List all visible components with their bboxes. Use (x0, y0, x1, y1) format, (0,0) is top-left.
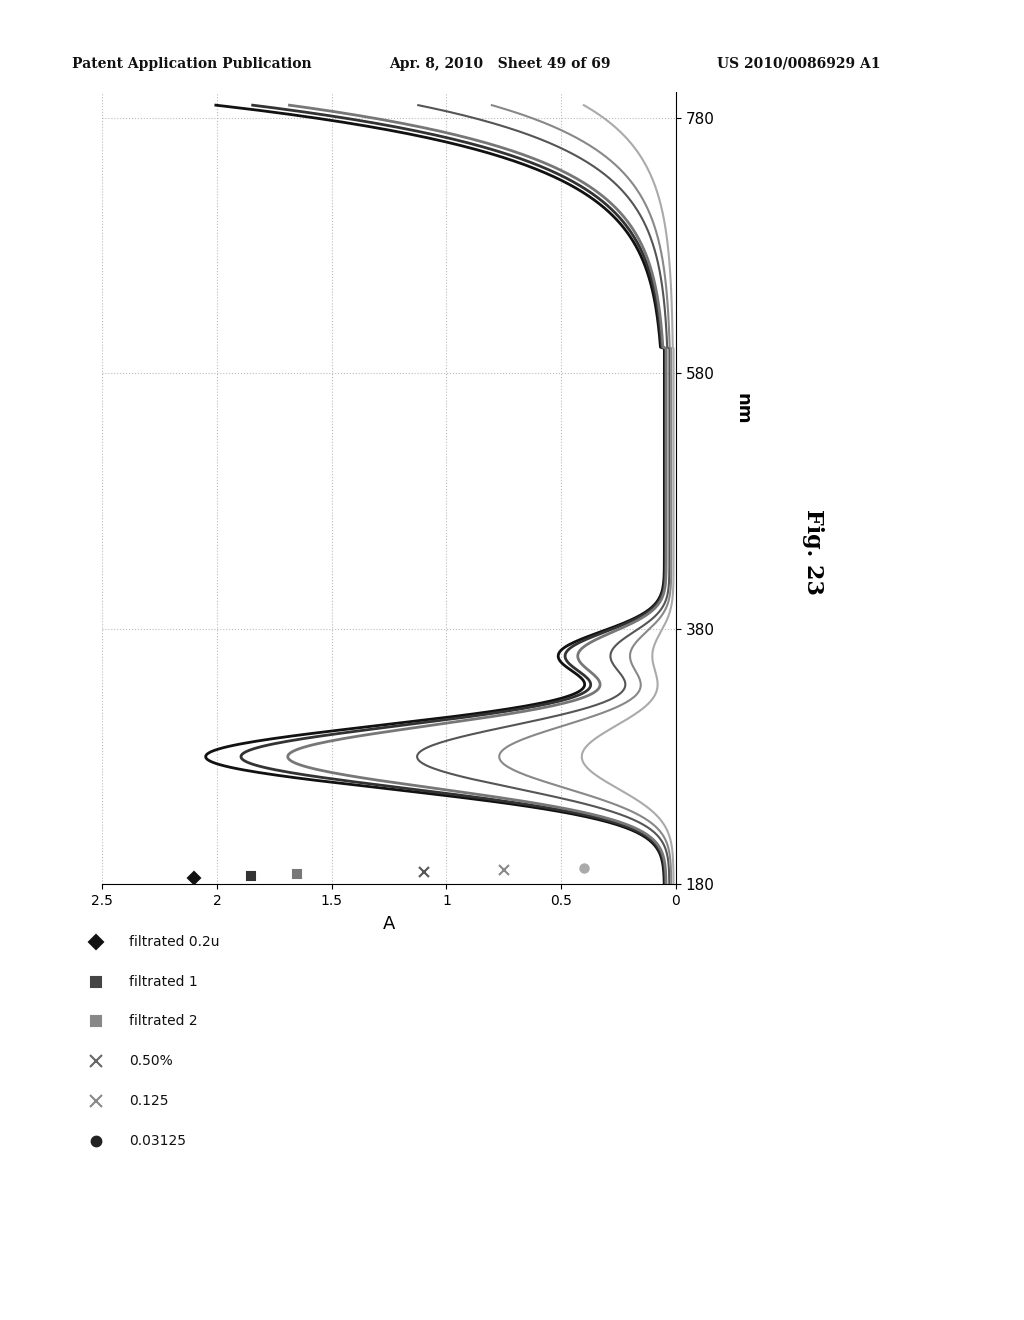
Text: 0.50%: 0.50% (129, 1055, 173, 1068)
Text: filtrated 2: filtrated 2 (129, 1015, 198, 1028)
Text: 0.125: 0.125 (129, 1094, 169, 1109)
Text: US 2010/0086929 A1: US 2010/0086929 A1 (717, 57, 881, 71)
Text: Apr. 8, 2010   Sheet 49 of 69: Apr. 8, 2010 Sheet 49 of 69 (389, 57, 610, 71)
Text: nm: nm (733, 393, 752, 425)
Text: Patent Application Publication: Patent Application Publication (72, 57, 311, 71)
Text: filtrated 1: filtrated 1 (129, 974, 198, 989)
Text: Fig. 23: Fig. 23 (802, 508, 824, 595)
X-axis label: A: A (383, 915, 395, 933)
Text: filtrated 0.2u: filtrated 0.2u (129, 935, 219, 949)
Text: 0.03125: 0.03125 (129, 1134, 186, 1148)
